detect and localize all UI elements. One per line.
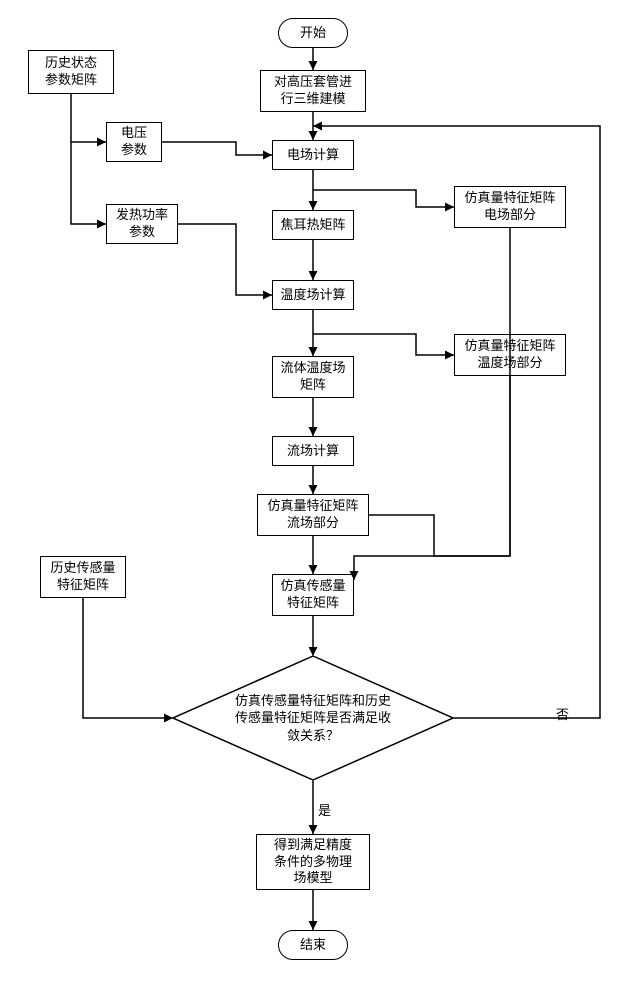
node-fluidtemp: 流体温度场 矩阵 <box>272 356 354 398</box>
start-label: 开始 <box>300 25 326 42</box>
fluidtemp-label: 流体温度场 矩阵 <box>280 360 345 394</box>
node-tempcalc: 温度场计算 <box>272 280 354 310</box>
tempfeat-label: 仿真量特征矩阵 温度场部分 <box>464 338 555 372</box>
flowcalc-label: 流场计算 <box>287 443 339 460</box>
node-joule: 焦耳热矩阵 <box>272 210 354 240</box>
end-terminal: 结束 <box>278 930 348 960</box>
yes-label: 是 <box>318 800 331 819</box>
end-label: 结束 <box>300 937 326 954</box>
node-efeat: 仿真量特征矩阵 电场部分 <box>454 186 566 228</box>
hist-state-label: 历史状态 参数矩阵 <box>45 55 97 89</box>
node-tempfeat: 仿真量特征矩阵 温度场部分 <box>454 334 566 376</box>
tempcalc-label: 温度场计算 <box>280 287 345 304</box>
node-hist-state: 历史状态 参数矩阵 <box>28 50 114 94</box>
node-flowcalc: 流场计算 <box>272 436 354 466</box>
node-heatparam: 发热功率 参数 <box>106 204 178 244</box>
decision-diamond: 仿真传感量特征矩阵和历史 传感量特征矩阵是否满足收 敛关系？ <box>173 656 453 780</box>
efeat-label: 仿真量特征矩阵 电场部分 <box>464 190 555 224</box>
no-label: 否 <box>556 704 569 723</box>
node-flowfeat: 仿真量特征矩阵 流场部分 <box>257 494 369 536</box>
node-histsense: 历史传感量 特征矩阵 <box>40 556 126 598</box>
node-simsense: 仿真传感量 特征矩阵 <box>272 574 354 616</box>
joule-label: 焦耳热矩阵 <box>280 217 345 234</box>
node-efield: 电场计算 <box>272 140 354 170</box>
start-terminal: 开始 <box>278 18 348 48</box>
histsense-label: 历史传感量 特征矩阵 <box>50 560 115 594</box>
efield-label: 电场计算 <box>287 147 339 164</box>
node-result: 得到满足精度 条件的多物理 场模型 <box>256 834 370 890</box>
heatparam-label: 发热功率 参数 <box>116 207 168 241</box>
voltage-label: 电压 参数 <box>121 125 147 159</box>
3dmodel-label: 对高压套管进 行三维建模 <box>274 74 352 108</box>
flowfeat-label: 仿真量特征矩阵 流场部分 <box>267 498 358 532</box>
decision-label: 仿真传感量特征矩阵和历史 传感量特征矩阵是否满足收 敛关系？ <box>235 692 391 745</box>
node-3dmodel: 对高压套管进 行三维建模 <box>260 70 366 112</box>
simsense-label: 仿真传感量 特征矩阵 <box>280 578 345 612</box>
result-label: 得到满足精度 条件的多物理 场模型 <box>274 837 352 888</box>
node-voltage: 电压 参数 <box>106 122 162 162</box>
